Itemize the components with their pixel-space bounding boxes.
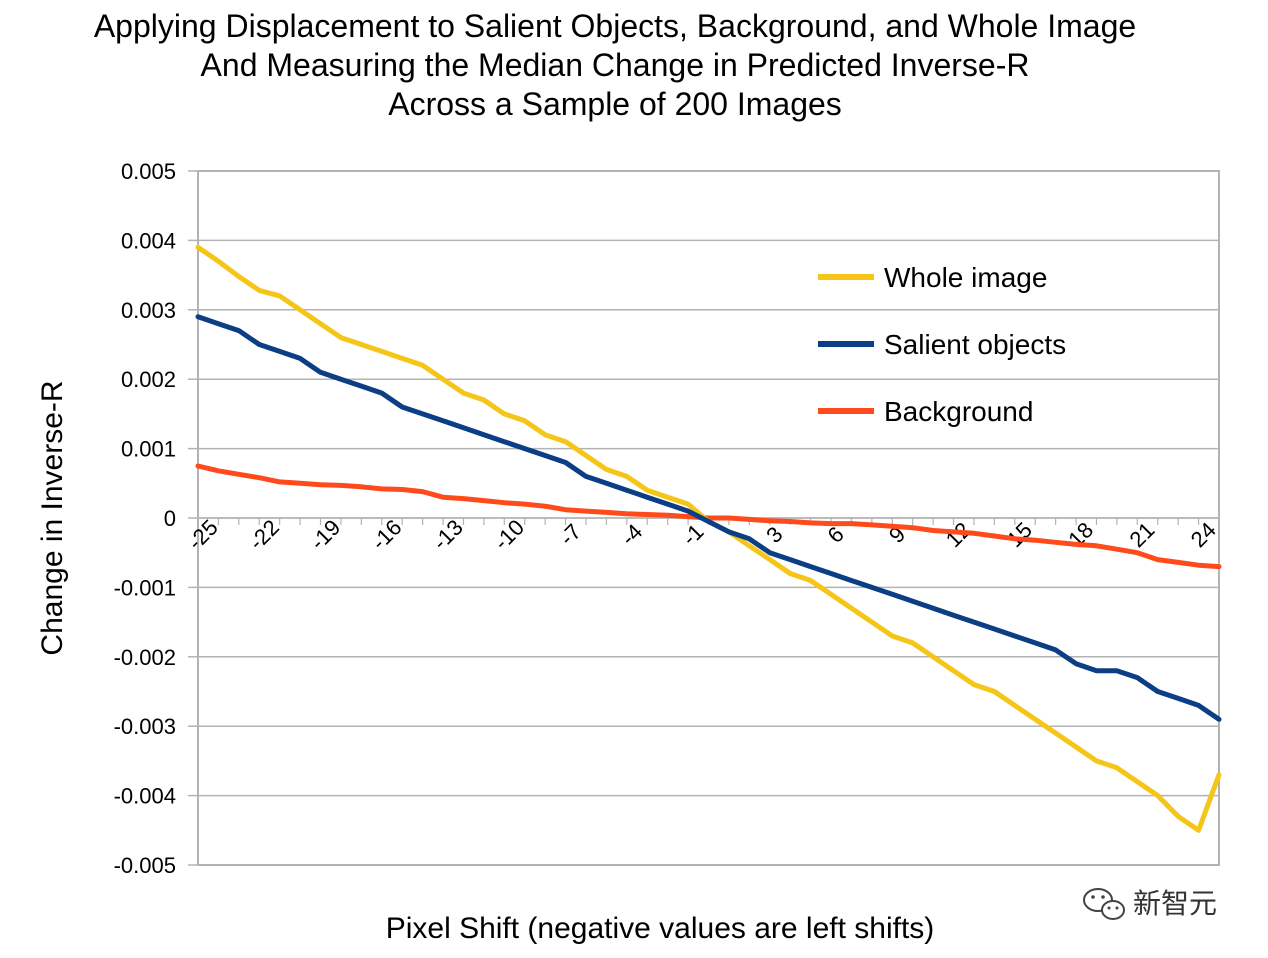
chart-title-line-3: Across a Sample of 200 Images <box>388 86 842 122</box>
chart-title-line-1: Applying Displacement to Salient Objects… <box>93 8 1137 44</box>
y-tick-label: 0.001 <box>121 437 176 462</box>
y-tick-label: -0.004 <box>114 784 176 809</box>
y-axis: 0.005 0.004 0.003 0.002 0.001 0 -0.001 -0.002 -0… <box>114 159 198 878</box>
series-line-background <box>195 463 1222 570</box>
y-tick-label: -0.005 <box>114 853 176 878</box>
y-tick-label: 0.003 <box>121 298 176 323</box>
chart-title-line-2: And Measuring the Median Change in Predi… <box>200 47 1030 83</box>
x-axis-title: Pixel Shift (negative values are left sh… <box>386 912 935 945</box>
y-tick-label: 0 <box>164 506 176 531</box>
legend-label: Background <box>884 396 1033 427</box>
legend-label: Salient objects <box>884 329 1066 360</box>
y-tick-label: -0.002 <box>114 645 176 670</box>
y-tick-label: -0.003 <box>114 714 176 739</box>
legend-label: Whole image <box>884 262 1047 293</box>
watermark-text: 新智元 <box>1133 887 1217 920</box>
series-line-salient-objects <box>195 314 1222 722</box>
y-tick-label: 0.005 <box>121 159 176 184</box>
watermark: 新智元 <box>1083 887 1217 920</box>
y-tick-label: 0.004 <box>121 228 176 253</box>
gridlines <box>198 170 1219 866</box>
wechat-logo-icon <box>1083 888 1125 920</box>
y-axis-title: Change in Inverse-R <box>36 380 69 655</box>
series-lines <box>195 244 1222 833</box>
y-tick-label: -0.001 <box>114 575 176 600</box>
y-tick-label: 0.002 <box>121 367 176 392</box>
legend: Whole image Salient objects Background <box>818 262 1066 427</box>
